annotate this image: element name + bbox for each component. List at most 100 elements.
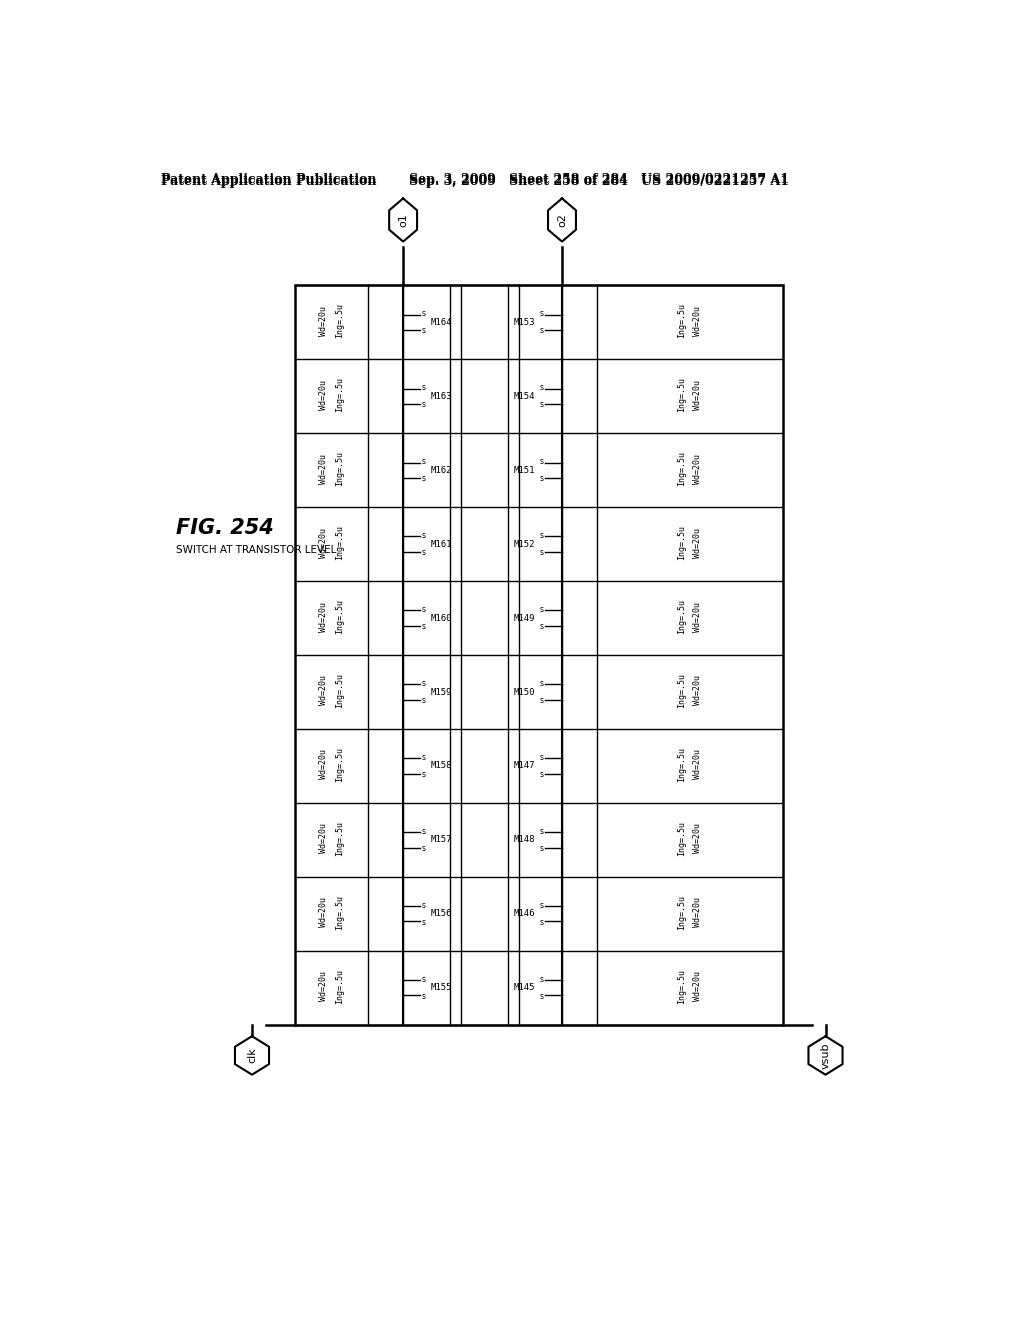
Text: s: s [540,678,544,688]
Text: s: s [540,917,544,927]
Text: Wd=20u: Wd=20u [693,824,702,853]
Text: M150: M150 [513,688,535,697]
Text: M155: M155 [430,983,452,993]
Text: s: s [540,991,544,1001]
Text: Wd=20u: Wd=20u [319,898,328,927]
Text: Ing=.5u: Ing=.5u [678,599,687,634]
Text: Wd=20u: Wd=20u [693,380,702,409]
Text: s: s [422,843,426,853]
Text: Sep. 3, 2009   Sheet 258 of 284   US 2009/0221257 A1: Sep. 3, 2009 Sheet 258 of 284 US 2009/02… [409,173,788,186]
Text: Sep. 3, 2009   Sheet 258 of 284   US 2009/0221257 A1: Sep. 3, 2009 Sheet 258 of 284 US 2009/02… [409,176,788,187]
Text: M160: M160 [430,614,452,623]
Text: Wd=20u: Wd=20u [319,750,328,779]
Text: s: s [540,826,544,836]
Text: Ing=.5u: Ing=.5u [335,378,344,412]
Text: M156: M156 [430,909,452,919]
Text: SWITCH AT TRANSISTOR LEVEL: SWITCH AT TRANSISTOR LEVEL [176,545,337,554]
Text: M148: M148 [513,836,535,845]
Text: Patent Application Publication: Patent Application Publication [161,173,376,186]
Text: o1: o1 [398,213,409,227]
Text: s: s [540,457,544,466]
Text: Ing=.5u: Ing=.5u [335,747,344,781]
Text: s: s [540,900,544,909]
Bar [295,285,783,1024]
Text: s: s [422,309,426,318]
Text: s: s [422,917,426,927]
Text: Ing=.5u: Ing=.5u [335,451,344,486]
Text: s: s [422,678,426,688]
Text: Ing=.5u: Ing=.5u [335,821,344,855]
Text: s: s [422,474,426,483]
Text: s: s [540,474,544,483]
Text: Wd=20u: Wd=20u [693,602,702,631]
Text: Ing=.5u: Ing=.5u [335,673,344,708]
Text: M153: M153 [513,318,535,327]
Text: Wd=20u: Wd=20u [693,454,702,483]
Text: M157: M157 [430,836,452,845]
Text: s: s [422,770,426,779]
Text: Wd=20u: Wd=20u [693,676,702,705]
Text: Ing=.5u: Ing=.5u [678,747,687,781]
Text: s: s [422,605,426,614]
Text: Wd=20u: Wd=20u [319,676,328,705]
Text: Ing=.5u: Ing=.5u [335,304,344,338]
Text: Ing=.5u: Ing=.5u [678,895,687,929]
Text: Wd=20u: Wd=20u [319,602,328,631]
Text: Ing=.5u: Ing=.5u [678,673,687,708]
Text: s: s [422,548,426,557]
Text: Wd=20u: Wd=20u [319,380,328,409]
Text: s: s [422,622,426,631]
Text: Wd=20u: Wd=20u [693,306,702,335]
Text: s: s [422,900,426,909]
Text: s: s [422,400,426,409]
Text: s: s [540,326,544,335]
Text: M147: M147 [513,762,535,771]
Text: Ing=.5u: Ing=.5u [678,304,687,338]
Text: Ing=.5u: Ing=.5u [678,969,687,1003]
Text: M163: M163 [430,392,452,401]
Text: Ing=.5u: Ing=.5u [335,599,344,634]
Text: Wd=20u: Wd=20u [693,898,702,927]
Text: Patent Application Publication: Patent Application Publication [161,176,376,187]
Text: s: s [422,531,426,540]
Text: Wd=20u: Wd=20u [693,750,702,779]
Text: Wd=20u: Wd=20u [319,972,328,1001]
Text: Wd=20u: Wd=20u [693,972,702,1001]
Text: s: s [540,548,544,557]
Text: Ing=.5u: Ing=.5u [678,525,687,560]
Text: s: s [422,383,426,392]
Text: s: s [422,326,426,335]
Text: s: s [422,974,426,983]
Text: M151: M151 [513,466,535,475]
Text: s: s [422,752,426,762]
Text: M145: M145 [513,983,535,993]
Text: s: s [540,752,544,762]
Text: s: s [540,843,544,853]
Text: s: s [540,309,544,318]
Text: o2: o2 [557,213,567,227]
Text: s: s [540,400,544,409]
Text: Ing=.5u: Ing=.5u [335,969,344,1003]
Text: s: s [422,696,426,705]
Text: M162: M162 [430,466,452,475]
Text: Ing=.5u: Ing=.5u [335,895,344,929]
Text: FIG. 254: FIG. 254 [176,517,273,539]
Text: Wd=20u: Wd=20u [319,528,328,557]
Text: s: s [540,974,544,983]
Text: M146: M146 [513,909,535,919]
Text: Ing=.5u: Ing=.5u [335,525,344,560]
Text: M161: M161 [430,540,452,549]
Text: s: s [540,531,544,540]
Text: Wd=20u: Wd=20u [693,528,702,557]
Text: M154: M154 [513,392,535,401]
Text: Wd=20u: Wd=20u [319,306,328,335]
Text: M152: M152 [513,540,535,549]
Text: M159: M159 [430,688,452,697]
Text: s: s [540,770,544,779]
Text: M158: M158 [430,762,452,771]
Text: s: s [540,696,544,705]
Text: clk: clk [247,1048,257,1064]
Text: Ing=.5u: Ing=.5u [678,378,687,412]
Text: vsub: vsub [820,1043,830,1069]
Text: M164: M164 [430,318,452,327]
